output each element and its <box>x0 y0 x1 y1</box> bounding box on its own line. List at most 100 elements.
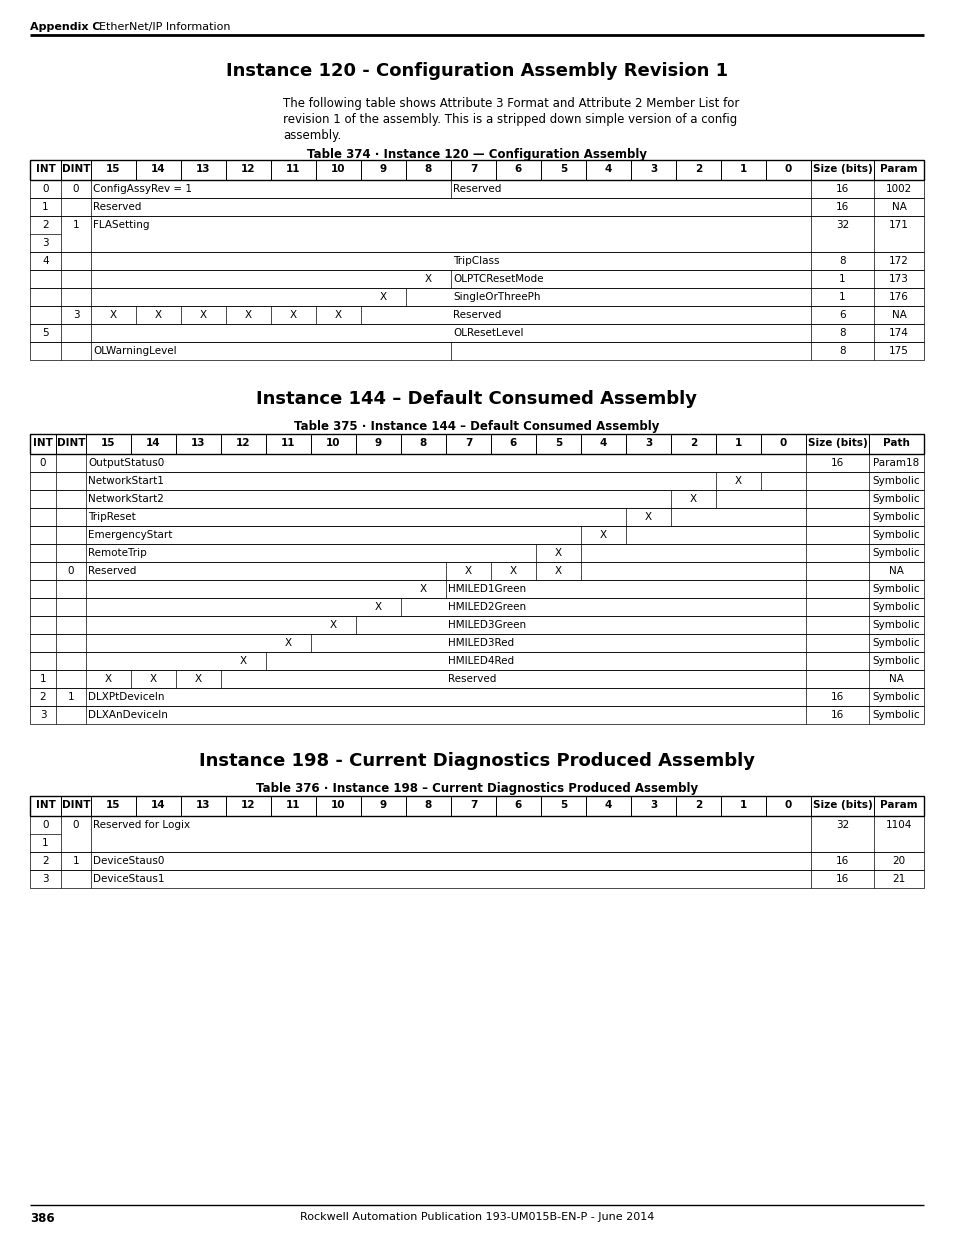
Text: 14: 14 <box>151 164 166 174</box>
Text: 1104: 1104 <box>885 820 911 830</box>
Text: Table 374 · Instance 120 — Configuration Assembly: Table 374 · Instance 120 — Configuration… <box>307 148 646 161</box>
Bar <box>30 634 923 652</box>
Text: ConfigAssyRev = 1: ConfigAssyRev = 1 <box>92 184 192 194</box>
Text: 1: 1 <box>734 438 741 448</box>
Text: 8: 8 <box>424 800 432 810</box>
Text: 173: 173 <box>888 274 908 284</box>
Text: X: X <box>510 566 517 576</box>
Text: 14: 14 <box>151 800 166 810</box>
Text: 6: 6 <box>515 800 521 810</box>
Text: X: X <box>644 513 652 522</box>
Text: X: X <box>240 656 247 666</box>
Text: X: X <box>555 548 561 558</box>
Text: TripClass: TripClass <box>453 256 499 266</box>
Text: 16: 16 <box>835 874 848 884</box>
Text: 6: 6 <box>515 164 521 174</box>
Text: 0: 0 <box>784 800 791 810</box>
Text: 8: 8 <box>419 438 427 448</box>
Text: 12: 12 <box>241 800 255 810</box>
Text: 16: 16 <box>830 692 843 701</box>
Text: 4: 4 <box>604 164 612 174</box>
Text: Reserved: Reserved <box>88 566 136 576</box>
Text: OLWarningLevel: OLWarningLevel <box>92 346 176 356</box>
Text: 16: 16 <box>830 458 843 468</box>
Text: 13: 13 <box>196 164 211 174</box>
Text: NA: NA <box>888 674 903 684</box>
Text: Reserved: Reserved <box>448 674 496 684</box>
Text: 3: 3 <box>72 310 79 320</box>
Text: 15: 15 <box>106 164 121 174</box>
Text: OutputStatus0: OutputStatus0 <box>88 458 164 468</box>
Text: Reserved for Logix: Reserved for Logix <box>92 820 190 830</box>
Text: X: X <box>379 291 387 303</box>
Text: X: X <box>110 310 117 320</box>
Bar <box>30 342 923 359</box>
Text: 10: 10 <box>326 438 340 448</box>
Text: Size (bits): Size (bits) <box>812 164 871 174</box>
Text: 174: 174 <box>888 329 908 338</box>
Text: 12: 12 <box>236 438 251 448</box>
Text: 1: 1 <box>839 291 845 303</box>
Text: 5: 5 <box>42 329 49 338</box>
Text: X: X <box>335 310 342 320</box>
Text: 10: 10 <box>331 164 345 174</box>
Text: NA: NA <box>891 310 905 320</box>
Text: 0: 0 <box>72 820 79 830</box>
Text: INT: INT <box>35 164 55 174</box>
Text: 1002: 1002 <box>885 184 911 194</box>
Text: 6: 6 <box>839 310 845 320</box>
Text: X: X <box>290 310 296 320</box>
Bar <box>30 616 923 634</box>
Text: Table 375 · Instance 144 – Default Consumed Assembly: Table 375 · Instance 144 – Default Consu… <box>294 420 659 433</box>
Text: DINT: DINT <box>62 164 91 174</box>
Text: 14: 14 <box>146 438 161 448</box>
Bar <box>30 598 923 616</box>
Text: The following table shows Attribute 3 Format and Attribute 2 Member List for: The following table shows Attribute 3 Fo… <box>283 98 739 110</box>
Text: Param18: Param18 <box>872 458 919 468</box>
Text: X: X <box>555 566 561 576</box>
Bar <box>30 252 923 270</box>
Text: 8: 8 <box>839 256 845 266</box>
Text: Symbolic: Symbolic <box>872 692 920 701</box>
Text: 32: 32 <box>835 220 848 230</box>
Text: 5: 5 <box>555 438 561 448</box>
Text: HMILED4Red: HMILED4Red <box>448 656 514 666</box>
Text: 11: 11 <box>286 800 300 810</box>
Text: 16: 16 <box>835 184 848 194</box>
Text: 12: 12 <box>241 164 255 174</box>
Text: TripReset: TripReset <box>88 513 135 522</box>
Text: 176: 176 <box>888 291 908 303</box>
Text: 0: 0 <box>779 438 786 448</box>
Text: X: X <box>285 638 292 648</box>
Bar <box>30 180 923 198</box>
Text: DLXAnDeviceIn: DLXAnDeviceIn <box>88 710 168 720</box>
Text: HMILED3Red: HMILED3Red <box>448 638 514 648</box>
Text: 5: 5 <box>559 800 566 810</box>
Text: 1: 1 <box>72 856 79 866</box>
Text: 2: 2 <box>694 164 701 174</box>
Text: 16: 16 <box>835 203 848 212</box>
Text: 8: 8 <box>424 164 432 174</box>
Text: 2: 2 <box>689 438 697 448</box>
Text: X: X <box>375 601 381 613</box>
Text: 2: 2 <box>42 220 49 230</box>
Text: assembly.: assembly. <box>283 128 341 142</box>
Text: Instance 120 - Configuration Assembly Revision 1: Instance 120 - Configuration Assembly Re… <box>226 62 727 80</box>
Text: 4: 4 <box>604 800 612 810</box>
Text: 11: 11 <box>286 164 300 174</box>
Text: revision 1 of the assembly. This is a stripped down simple version of a config: revision 1 of the assembly. This is a st… <box>283 112 737 126</box>
Text: Symbolic: Symbolic <box>872 710 920 720</box>
Text: DLXPtDeviceIn: DLXPtDeviceIn <box>88 692 164 701</box>
Text: Appendix C: Appendix C <box>30 22 100 32</box>
Text: Symbolic: Symbolic <box>872 530 920 540</box>
Text: 0: 0 <box>784 164 791 174</box>
Bar <box>30 433 923 454</box>
Bar <box>30 216 923 252</box>
Text: 1: 1 <box>72 220 79 230</box>
Bar <box>30 306 923 324</box>
Bar <box>30 688 923 706</box>
Text: X: X <box>689 494 697 504</box>
Text: 15: 15 <box>106 800 121 810</box>
Text: HMILED2Green: HMILED2Green <box>448 601 525 613</box>
Bar <box>30 288 923 306</box>
